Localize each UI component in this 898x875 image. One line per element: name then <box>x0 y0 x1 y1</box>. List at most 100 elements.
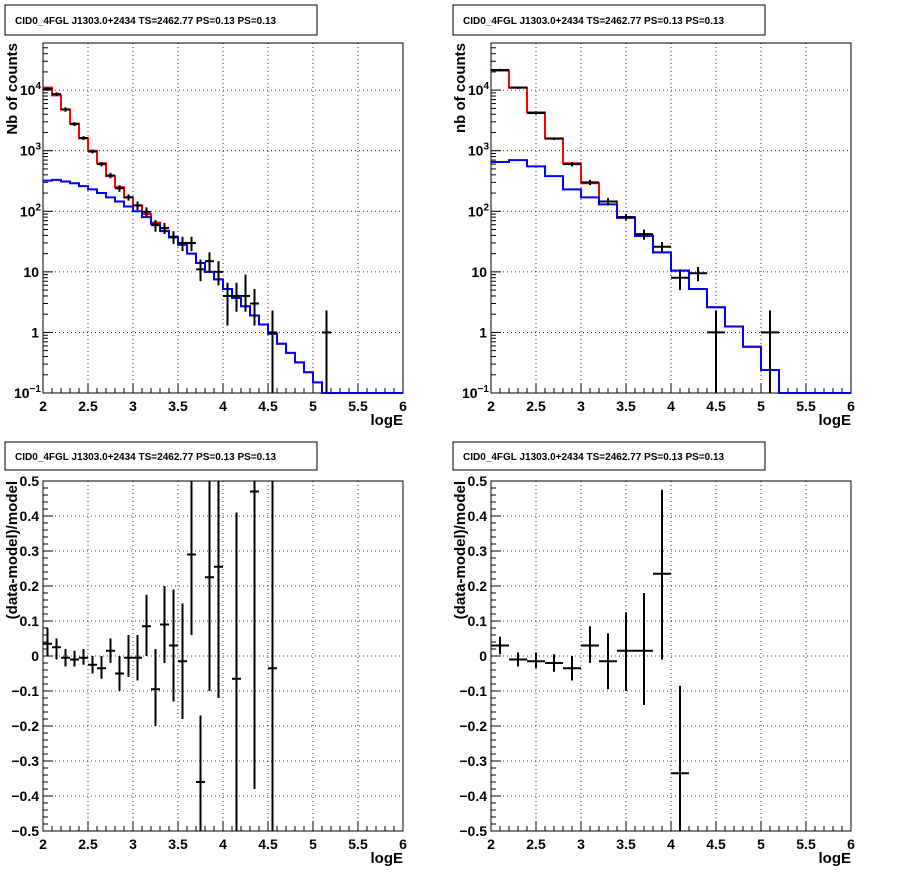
data-point <box>581 626 599 663</box>
x-tick-label: 6 <box>847 398 855 414</box>
data-point <box>509 86 527 89</box>
data-point <box>617 612 635 691</box>
y-tick-label: 10−1 <box>14 384 41 401</box>
y-tick-label: −0.1 <box>459 683 487 699</box>
x-tick-label: 4 <box>667 836 675 852</box>
data-point <box>223 282 232 326</box>
y-tick-label: 0.3 <box>468 543 488 559</box>
data-point <box>232 512 241 831</box>
title-box <box>452 441 766 471</box>
y-tick-label: 0.4 <box>20 508 40 524</box>
data-point <box>250 289 259 326</box>
data-point <box>79 649 88 665</box>
data-point <box>124 635 133 677</box>
x-axis-title: logE <box>819 412 852 429</box>
x-tick-label: 3 <box>577 398 585 414</box>
y-tick-label: −0.1 <box>11 683 39 699</box>
x-tick-label: 2.5 <box>78 398 98 414</box>
chart-title: CID0_4FGL J1303.0+2434 TS=2462.77 PS=0.1… <box>463 16 725 27</box>
x-tick-label: 3 <box>129 836 137 852</box>
data-point <box>151 219 160 232</box>
y-tick-label: −0.2 <box>459 718 487 734</box>
x-tick-label: 4.5 <box>258 836 278 852</box>
y-tick-label: −0.4 <box>11 788 39 804</box>
data-point <box>43 87 52 91</box>
data-point <box>70 122 79 127</box>
data-point <box>88 656 97 674</box>
y-tick-label: 104 <box>20 81 42 98</box>
data-point <box>491 68 509 72</box>
data-point <box>178 236 187 252</box>
data-point <box>635 593 653 705</box>
data-point <box>322 310 331 393</box>
data-point <box>133 635 142 681</box>
data-point <box>527 111 545 115</box>
data-point <box>70 650 79 667</box>
data-point <box>52 638 61 660</box>
data-point <box>151 649 160 726</box>
data-point <box>509 652 527 667</box>
y-tick-label: 0 <box>31 648 39 664</box>
data-point <box>124 194 133 201</box>
data-point <box>617 214 635 221</box>
x-tick-label: 5.5 <box>348 398 368 414</box>
data-point <box>671 269 689 291</box>
title-box <box>4 441 318 471</box>
y-tick-label: −0.3 <box>11 753 39 769</box>
data-point <box>61 649 70 667</box>
data-point <box>653 489 671 660</box>
x-axis-title: logE <box>371 850 404 867</box>
x-tick-label: 5.5 <box>348 836 368 852</box>
x-tick-label: 2 <box>487 398 495 414</box>
x-tick-label: 5 <box>309 398 317 414</box>
chart-title: CID0_4FGL J1303.0+2434 TS=2462.77 PS=0.1… <box>463 452 725 463</box>
data-point <box>689 267 707 282</box>
title-box <box>452 4 766 36</box>
step-series-2 <box>491 159 851 394</box>
y-tick-label: 102 <box>20 202 42 219</box>
data-point <box>241 274 250 312</box>
data-point <box>707 310 725 393</box>
data-point <box>196 715 205 831</box>
data-point <box>545 137 563 141</box>
x-tick-label: 6 <box>847 836 855 852</box>
y-tick-label: 1 <box>479 324 487 340</box>
x-tick-label: 3 <box>577 836 585 852</box>
data-point <box>106 172 115 179</box>
step-series-2 <box>43 178 403 394</box>
x-tick-label: 2 <box>39 398 47 414</box>
y-tick-label: 0.2 <box>20 578 40 594</box>
data-point <box>761 310 779 393</box>
x-tick-label: 3 <box>129 398 137 414</box>
data-point <box>52 92 61 97</box>
y-tick-label: −0.4 <box>459 788 487 804</box>
y-tick-label: 0.1 <box>20 613 40 629</box>
data-point <box>581 179 599 186</box>
data-point <box>115 656 124 691</box>
chart-title: CID0_4FGL J1303.0+2434 TS=2462.77 PS=0.1… <box>15 452 277 463</box>
y-tick-label: −0.5 <box>459 823 487 839</box>
x-tick-label: 3.5 <box>616 836 636 852</box>
x-tick-label: 4 <box>667 398 675 414</box>
data-point <box>187 481 196 635</box>
x-tick-label: 2.5 <box>526 398 546 414</box>
x-tick-label: 5 <box>757 836 765 852</box>
data-point <box>160 223 169 235</box>
y-tick-label: 103 <box>468 142 490 159</box>
y-tick-label: 1 <box>31 324 39 340</box>
data-point <box>653 242 671 253</box>
chart-title: CID0_4FGL J1303.0+2434 TS=2462.77 PS=0.1… <box>15 16 277 27</box>
data-point <box>169 589 178 702</box>
y-tick-label: 104 <box>468 81 490 98</box>
x-tick-label: 3.5 <box>168 836 188 852</box>
y-tick-label: 0.2 <box>468 578 488 594</box>
y-tick-label: 10 <box>471 264 487 280</box>
chart-panel-3: CID0_4FGL J1303.0+2434 TS=2462.77 PS=0.1… <box>4 441 407 867</box>
data-point <box>142 594 151 656</box>
data-point <box>97 162 106 167</box>
data-point <box>205 252 214 272</box>
x-tick-label: 5 <box>757 398 765 414</box>
data-point <box>563 162 581 167</box>
x-tick-label: 6 <box>399 398 407 414</box>
data-point <box>178 603 187 719</box>
